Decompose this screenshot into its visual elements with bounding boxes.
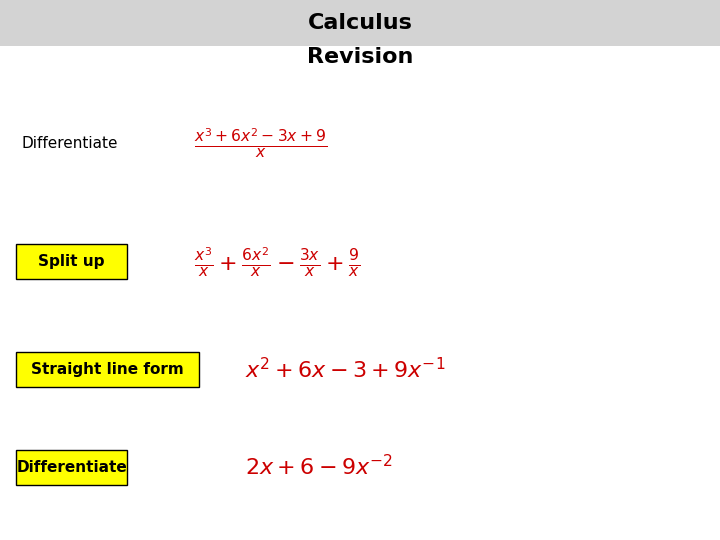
Text: $x^2+6x-3+9x^{-1}$: $x^2+6x-3+9x^{-1}$ — [245, 357, 445, 382]
Text: Calculus: Calculus — [307, 13, 413, 33]
FancyBboxPatch shape — [16, 353, 199, 388]
Text: $\frac{x^3}{x}+\frac{6x^2}{x}-\frac{3x}{x}+\frac{9}{x}$: $\frac{x^3}{x}+\frac{6x^2}{x}-\frac{3x}{… — [194, 245, 361, 279]
Text: Straight line form: Straight line form — [31, 362, 184, 377]
Text: Split up: Split up — [38, 254, 105, 269]
Text: Revision: Revision — [307, 46, 413, 67]
Text: $\frac{x^3+6x^2-3x+9}{x}$: $\frac{x^3+6x^2-3x+9}{x}$ — [194, 126, 328, 160]
FancyBboxPatch shape — [16, 449, 127, 485]
FancyBboxPatch shape — [0, 0, 720, 46]
Text: Differentiate: Differentiate — [22, 136, 118, 151]
Text: Differentiate: Differentiate — [17, 460, 127, 475]
Text: $2x+6-9x^{-2}$: $2x+6-9x^{-2}$ — [245, 455, 392, 480]
FancyBboxPatch shape — [16, 244, 127, 280]
